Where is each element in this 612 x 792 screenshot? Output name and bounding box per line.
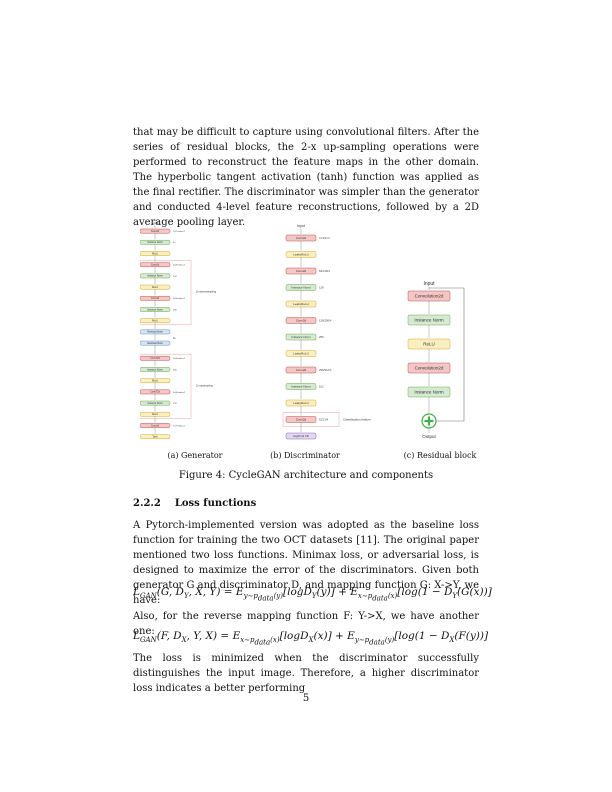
disc-classification-label: Classification feature <box>343 418 371 422</box>
gen-block-0-label: Conv2d <box>151 230 160 233</box>
disc-note-2: 64/128/4 <box>319 269 330 273</box>
caption-discriminator: (b) Discriminator <box>270 451 340 460</box>
gen-block-18-label: Tanh <box>152 436 158 439</box>
disc-block-4-label: LeakyReLU <box>293 302 309 306</box>
caption-residual-block: (c) Residual block <box>403 451 477 460</box>
disc-block-5-label: Conv2d <box>296 319 307 323</box>
disc-note-6: 256 <box>319 335 324 339</box>
gen-block-5-label: ReLU <box>152 286 158 289</box>
res-output-label: Output <box>422 434 436 439</box>
section-title: Loss functions <box>174 498 257 509</box>
gen-block-1-label: Instance Norm <box>147 241 163 244</box>
disc-note-8: 256/512/4 <box>319 368 332 372</box>
gen-block-15-label: Instance Norm <box>147 402 163 405</box>
body-paragraph-3: Also, for the reverse mapping function F… <box>133 611 479 637</box>
disc-block-8-label: Conv2d <box>296 368 307 372</box>
body-paragraph-1: that may be difficult to capture using c… <box>133 127 479 228</box>
gen-block-16-label: ReLU <box>152 413 158 416</box>
gen-repeat-label: 9x <box>173 337 176 340</box>
caption-generator: (a) Generator <box>167 451 223 460</box>
gen-downsampling-label: 2x downsampling <box>196 290 217 294</box>
disc-block-12-label: AvgPool 2D <box>293 434 310 438</box>
disc-block-1-label: LeakyReLU <box>293 253 309 257</box>
gen-block-1-box <box>140 239 171 245</box>
gen-block-6-box <box>140 295 171 301</box>
gen-block-3-box <box>140 262 171 268</box>
gen-note-17: 7x7/stride=1 <box>173 424 186 427</box>
gen-block-11-label: ConvT2d <box>150 357 160 360</box>
disc-note-3: 128 <box>319 286 324 290</box>
gen-note-4: 128 <box>173 276 177 278</box>
disc-block-6-label: Instance Norm <box>291 335 311 339</box>
disc-block-9-label: Instance Norm <box>291 385 311 389</box>
section-heading: 2.2.2 Loss functions <box>133 498 256 509</box>
gen-note-11: 3x3/stride=2 <box>173 357 186 360</box>
gen-note-12: 256 <box>173 369 177 371</box>
gen-block-0-box <box>140 228 171 234</box>
body-paragraph-4: The loss is minimized when the discrimin… <box>133 653 479 694</box>
gen-block-8-box <box>140 318 171 324</box>
gen-block-4-label: Instance Norm <box>147 275 163 278</box>
gen-block-17-label: Conv2d <box>151 424 160 427</box>
gen-note-3: 3x3/stride=2 <box>173 264 186 267</box>
body-paragraph-2: A Pytorch-implemented version was adopte… <box>133 520 479 606</box>
gen-block-6-label: Conv2d <box>151 297 160 300</box>
gen-note-6: 3x3/stride=2 <box>173 297 186 300</box>
gen-note-0: 7x7/stride=1 <box>173 230 186 233</box>
equation-gan-loss-g: LGAN(G, DY, X, Y) = Ey∼pdata(y)[logDY(y)… <box>133 586 492 603</box>
disc-block-2-label: Conv2d <box>296 269 307 273</box>
disc-block-7-label: LeakyReLU <box>293 352 309 356</box>
gen-block-8-label: ReLU <box>152 320 158 323</box>
res-block-3-label: Convolution2d <box>415 366 444 371</box>
disc-block-11-label: Conv2d <box>296 418 307 422</box>
gen-block-18-box <box>140 434 171 440</box>
gen-upsampling-frame <box>140 353 192 419</box>
res-skip-connection <box>429 287 465 422</box>
discriminator-diagram: Input Conv2d C=3/k=4 LeakyReLU Conv2d 64/128/… <box>282 224 371 440</box>
equation-gan-loss-f: LGAN(F, DX, Y, X) = Ex∼pdata(x)[logDX(x)… <box>133 630 489 647</box>
residual-block-diagram: Input Convolution2d Instance Norm ReLU Convo… <box>407 281 465 439</box>
res-block-0-label: Convolution2d <box>415 294 444 299</box>
disc-note-5: 128/256/4 <box>319 319 332 323</box>
gen-upsampling-label: 2x upsampling <box>196 383 213 387</box>
gen-block-10-label: Residual block <box>147 342 163 345</box>
disc-block-3-label: Instance Norm <box>291 286 311 290</box>
res-block-4-label: Instance Norm <box>414 390 444 395</box>
disc-block-12-box <box>285 432 317 440</box>
gen-note-14: 3x3/stride=2 <box>173 391 186 394</box>
disc-note-0: C=3/k=4 <box>319 236 330 240</box>
section-number: 2.2.2 <box>133 498 161 509</box>
gen-block-7-label: Instance Norm <box>147 308 163 311</box>
gen-block-3-label: Conv2d <box>151 264 160 267</box>
gen-block-12-label: Instance Norm <box>147 368 163 371</box>
res-input-label: Input <box>423 281 435 287</box>
figure-caption: Figure 4: CycleGAN architecture and comp… <box>178 470 434 481</box>
gen-block-2-label: ReLU <box>152 252 158 255</box>
disc-input-label: Input <box>297 224 305 228</box>
res-block-2-label: ReLU <box>423 342 435 347</box>
gen-block-14-label: ConvT2d <box>150 391 160 394</box>
gen-block-9-label: Residual block <box>147 331 163 334</box>
gen-downsampling-frame <box>140 260 192 326</box>
gen-block-13-label: ReLU <box>152 380 158 383</box>
cyclegan-figure: Input Conv2d 7x7/stride=1 Instance Norm 64 Re… <box>140 221 465 440</box>
disc-note-9: 512 <box>319 385 324 389</box>
gen-note-15: 128 <box>173 403 177 405</box>
gen-block-17-box <box>140 423 171 428</box>
disc-block-0-label: Conv2d <box>296 236 307 240</box>
generator-diagram: Input Conv2d 7x7/stride=1 Instance Norm 64 Re… <box>140 221 217 440</box>
gen-block-12-box <box>140 367 171 372</box>
disc-note-11: 512/1/4 <box>319 418 329 422</box>
gen-note-7: 256 <box>173 309 177 311</box>
disc-classification-frame <box>282 412 340 427</box>
gen-note-1: 64 <box>173 242 176 244</box>
disc-block-10-label: LeakyReLU <box>293 401 309 405</box>
res-block-1-label: Instance Norm <box>414 318 444 323</box>
page-number: 5 <box>302 693 310 704</box>
gen-input-label: Input <box>152 221 159 225</box>
